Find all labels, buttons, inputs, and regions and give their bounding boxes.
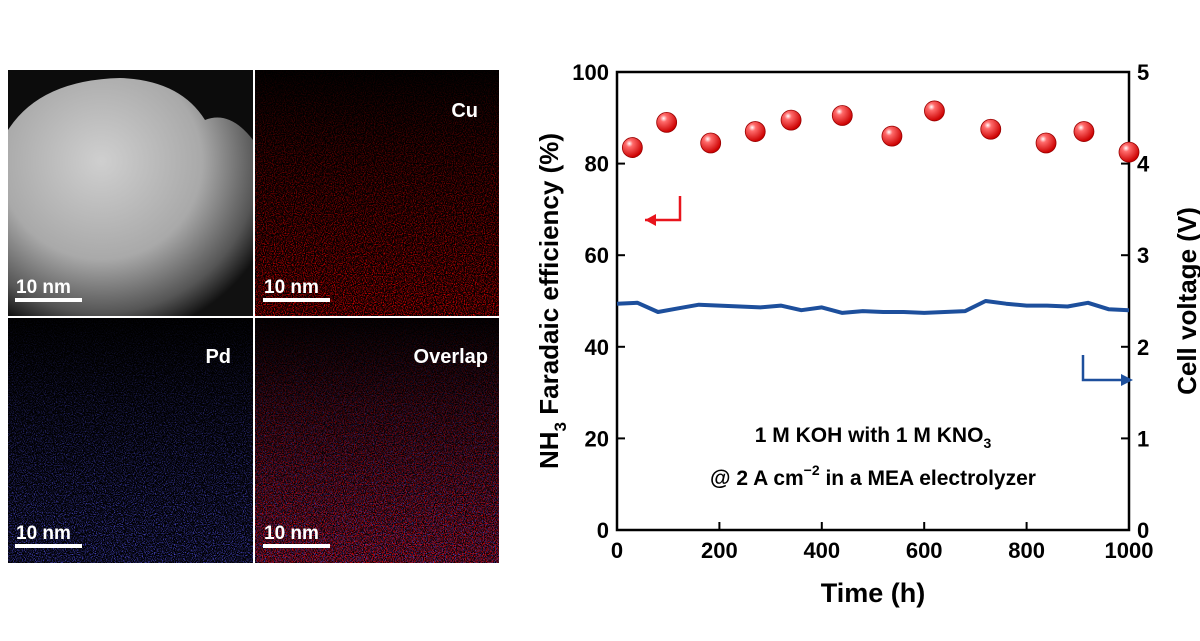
cu-fade [255,70,499,316]
scale-bar-label: 10 nm [16,277,71,298]
scale-bar [15,544,82,548]
fe-point [744,121,766,142]
image-panels: Cu Pd Overlap 10 nm 10 nm 10 nm 10 nm [8,70,499,563]
y-axis-title: NH3 Faradaic efficiency (%) [534,133,570,469]
fe-point [780,109,802,131]
y-tick-label: 20 [585,426,609,451]
pd-fade [8,318,253,563]
fe-point [1118,141,1140,163]
scale-bar-label: 10 nm [264,277,319,298]
annotation-sup: −2 [804,462,820,478]
y-tick-label: 60 [585,243,609,268]
annotation: 1 M KOH with 1 M KNO3 [755,424,992,451]
x-tick-label: 1000 [1105,538,1154,563]
panel-label: Pd [205,346,231,368]
y-title-main: NH [534,431,564,469]
haadf-particle [8,78,253,316]
annotation: @ 2 A cm−2 in a MEA electrolyzer [710,462,1036,490]
fe-point [700,132,722,154]
annotation-rest: in a MEA electrolyzer [820,467,1036,490]
scale-bar-label: 10 nm [264,523,319,544]
right-axis-arrow [1081,355,1122,382]
panel-label: Cu [451,100,478,122]
x-tick-label: 400 [803,538,840,563]
arrow-head [1121,374,1133,386]
arrow-head [645,214,656,226]
annotation-main: 1 M KOH with 1 M KNO [755,424,984,447]
y-tick-label: 40 [585,335,609,360]
scale-bar [263,544,330,548]
plot-frame [615,70,1131,532]
x-tick-label: 800 [1008,538,1045,563]
y2-tick-label: 4 [1137,152,1150,177]
fe-point [656,111,678,133]
y2-tick-label: 5 [1137,60,1149,85]
y-tick-label: 80 [585,152,609,177]
voltage-line [616,299,1130,315]
x-axis-title: Time (h) [821,578,926,608]
scale-bar [263,298,330,302]
x-tick-label: 600 [906,538,943,563]
fe-point [881,125,903,147]
scale-bar [15,298,82,302]
y-tick-label: 0 [597,518,609,543]
x-tick-label: 200 [701,538,738,563]
x-tick-label: 0 [611,538,623,563]
y-title-sub: 3 [551,422,570,431]
y2-tick-label: 0 [1137,518,1149,543]
panel-label: Overlap [414,346,488,368]
scale-bar-label: 10 nm [16,523,71,544]
y2-tick-label: 3 [1137,243,1149,268]
y-tick-label: 100 [572,60,609,85]
fe-point [980,118,1002,140]
y2-tick-label: 2 [1137,335,1149,360]
fe-point [924,100,945,122]
fe-point [831,105,853,126]
fe-point [1035,132,1057,154]
annotation-sub: 3 [983,435,991,451]
annotation-main: @ 2 A cm [710,467,804,490]
y2-tick-label: 1 [1137,426,1149,451]
y-title-rest: Faradaic efficiency (%) [534,133,564,422]
fe-point [1073,121,1095,142]
fe-point [621,137,643,158]
ov-fade [255,318,499,563]
left-axis-arrow [645,196,682,222]
y2-axis-title: Cell voltage (V) [1172,207,1200,395]
